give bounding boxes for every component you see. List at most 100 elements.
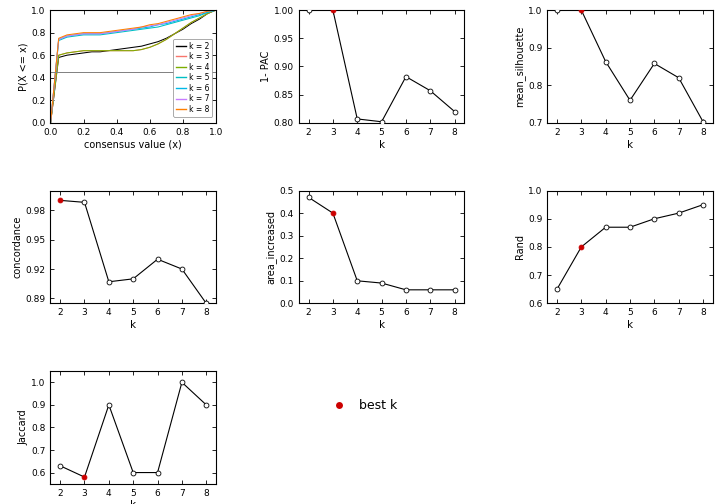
k = 3 [179,25,187,31]
k = 6 [55,36,63,42]
k = 7 [104,30,112,36]
k = 3 [121,48,130,54]
k = 6 [46,120,55,126]
k = 7 [162,20,171,26]
k = 7 [138,24,146,30]
k = 7 [96,31,104,37]
k = 4 [187,20,196,26]
k = 8 [129,25,138,31]
k = 6 [104,30,112,36]
k = 3 [55,52,63,58]
k = 5 [46,120,55,126]
k = 8 [46,120,55,126]
k = 2 [154,39,163,45]
k = 6 [138,25,146,31]
k = 2 [129,44,138,50]
k = 4 [212,7,220,13]
k = 8 [187,12,196,18]
Y-axis label: Rand: Rand [516,234,525,260]
k = 8 [46,120,55,126]
k = 3 [212,7,220,13]
k = 8 [145,22,154,28]
k = 4 [138,46,146,52]
k = 4 [63,50,71,56]
k = 4 [112,48,121,54]
k = 8 [104,29,112,35]
k = 3 [187,20,196,26]
Line: k = 2: k = 2 [50,10,216,123]
k = 3 [71,49,80,55]
Y-axis label: area_increased: area_increased [266,210,276,284]
k = 6 [46,120,55,126]
k = 3 [154,41,163,47]
k = 2 [79,50,88,56]
k = 6 [96,31,104,37]
k = 8 [112,27,121,33]
k = 2 [55,54,63,60]
k = 5 [162,22,171,28]
Y-axis label: mean_silhouette: mean_silhouette [514,26,525,107]
k = 5 [170,20,179,26]
X-axis label: k: k [379,140,384,150]
k = 8 [138,24,146,30]
k = 2 [212,7,220,13]
k = 2 [179,26,187,32]
X-axis label: consensus value (x): consensus value (x) [84,140,182,150]
k = 3 [162,36,171,42]
k = 2 [170,31,179,37]
k = 4 [88,48,96,54]
k = 7 [129,26,138,32]
k = 7 [63,33,71,39]
k = 2 [121,45,130,51]
k = 4 [204,11,212,17]
k = 7 [121,27,130,33]
k = 4 [179,25,187,31]
Line: k = 8: k = 8 [50,10,216,123]
k = 2 [88,49,96,55]
k = 3 [96,48,104,54]
k = 5 [187,15,196,21]
k = 4 [104,48,112,54]
k = 5 [104,31,112,37]
k = 8 [71,31,80,37]
k = 4 [129,48,138,54]
k = 6 [212,7,220,13]
k = 3 [112,48,121,54]
k = 8 [162,18,171,24]
Y-axis label: Jaccard: Jaccard [19,410,28,445]
k = 3 [79,48,88,54]
k = 2 [46,120,55,126]
k = 5 [212,7,220,13]
k = 5 [121,29,130,35]
Legend: k = 2, k = 3, k = 4, k = 5, k = 6, k = 7, k = 8: k = 2, k = 3, k = 4, k = 5, k = 6, k = 7… [174,38,212,117]
k = 6 [204,9,212,15]
k = 2 [71,51,80,57]
Y-axis label: concordance: concordance [13,216,22,278]
k = 4 [195,15,204,21]
k = 6 [170,18,179,24]
k = 7 [145,23,154,29]
k = 5 [63,34,71,40]
k = 2 [162,35,171,41]
k = 2 [104,48,112,54]
k = 3 [104,48,112,54]
k = 7 [46,120,55,126]
k = 3 [195,15,204,21]
k = 2 [145,41,154,47]
k = 3 [46,120,55,126]
k = 7 [71,32,80,38]
k = 6 [79,31,88,37]
k = 5 [145,25,154,31]
X-axis label: k: k [130,500,136,504]
k = 4 [170,31,179,37]
k = 2 [204,11,212,17]
k = 3 [88,48,96,54]
Line: k = 5: k = 5 [50,10,216,123]
k = 6 [145,24,154,30]
k = 6 [187,14,196,20]
k = 4 [96,48,104,54]
k = 5 [112,30,121,36]
k = 6 [63,33,71,39]
k = 5 [212,7,220,13]
k = 5 [154,24,163,30]
